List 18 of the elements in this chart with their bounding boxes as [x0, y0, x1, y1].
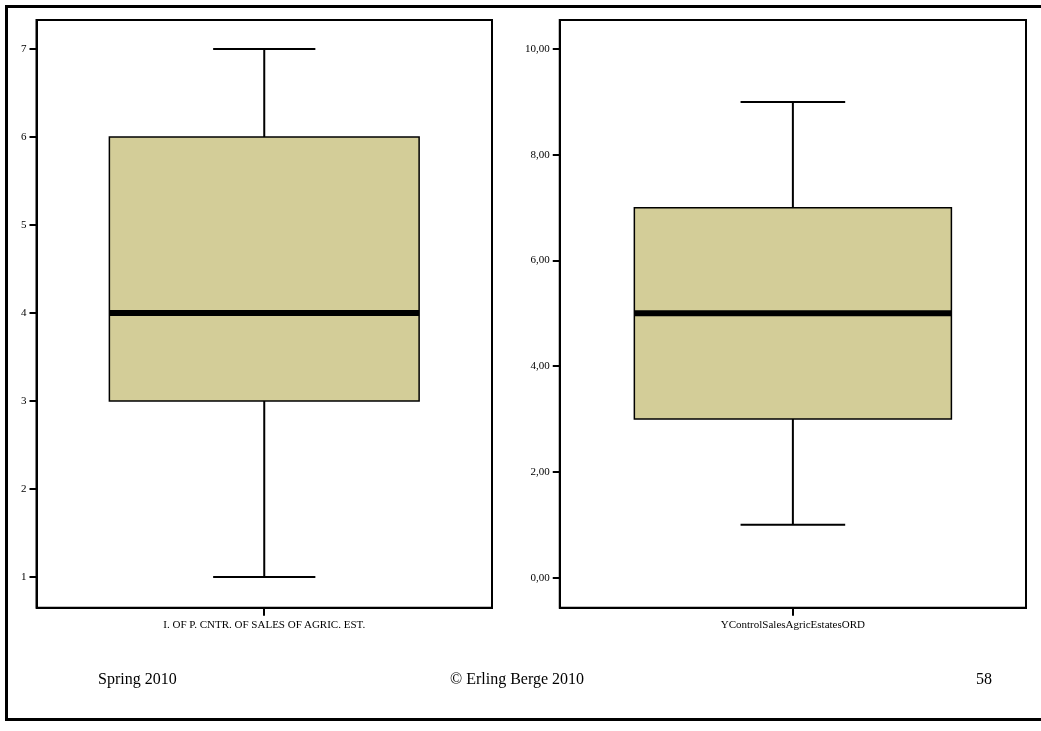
y-tick-label: 2,00 — [530, 464, 551, 477]
y-tick-label: 6 — [21, 129, 27, 142]
y-tick-label: 7 — [21, 41, 27, 54]
y-tick-label: 10,00 — [525, 41, 551, 54]
y-tick-label: 2 — [21, 481, 27, 494]
y-tick-label: 5 — [21, 217, 27, 230]
y-tick-label: 4,00 — [530, 359, 551, 372]
y-tick-label: 8,00 — [530, 147, 551, 160]
x-tick-label: YControlSalesAgricEstatesORD — [720, 618, 866, 631]
y-tick-label: 3 — [21, 393, 27, 406]
text: 58 — [976, 670, 992, 688]
text: © Erling Berge 2010 — [450, 670, 585, 688]
y-tick-label: 4 — [21, 305, 27, 318]
y-tick-label: 6,00 — [530, 253, 551, 266]
text: Spring 2010 — [98, 670, 177, 688]
y-tick-label: 0,00 — [530, 570, 551, 583]
x-tick-label: I. OF P. CNTR. OF SALES OF AGRIC. EST. — [163, 618, 366, 631]
y-tick-label: 1 — [21, 569, 27, 582]
